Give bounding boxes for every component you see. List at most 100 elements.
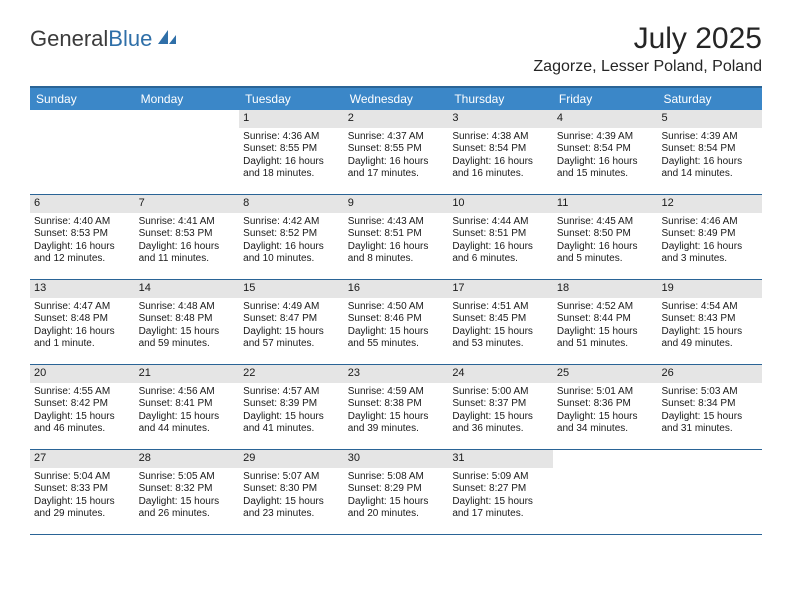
sunset-text: Sunset: 8:55 PM xyxy=(243,143,340,156)
sunrise-text: Sunrise: 5:07 AM xyxy=(243,471,340,484)
daylight-text: Daylight: 15 hours and 29 minutes. xyxy=(34,496,131,521)
day-number: 15 xyxy=(239,280,344,298)
day-cell: 31Sunrise: 5:09 AMSunset: 8:27 PMDayligh… xyxy=(448,450,553,534)
day-body: Sunrise: 4:56 AMSunset: 8:41 PMDaylight:… xyxy=(135,383,240,440)
sunrise-text: Sunrise: 4:44 AM xyxy=(452,216,549,229)
sunset-text: Sunset: 8:54 PM xyxy=(557,143,654,156)
day-cell: 7Sunrise: 4:41 AMSunset: 8:53 PMDaylight… xyxy=(135,195,240,279)
title-block: July 2025 Zagorze, Lesser Poland, Poland xyxy=(533,22,762,76)
day-body: Sunrise: 4:50 AMSunset: 8:46 PMDaylight:… xyxy=(344,298,449,355)
daylight-text: Daylight: 15 hours and 53 minutes. xyxy=(452,326,549,351)
sunrise-text: Sunrise: 4:54 AM xyxy=(661,301,758,314)
sunset-text: Sunset: 8:54 PM xyxy=(661,143,758,156)
daylight-text: Daylight: 16 hours and 5 minutes. xyxy=(557,241,654,266)
day-number: 25 xyxy=(553,365,658,383)
day-number: 22 xyxy=(239,365,344,383)
day-cell: 2Sunrise: 4:37 AMSunset: 8:55 PMDaylight… xyxy=(344,110,449,194)
day-number: 26 xyxy=(657,365,762,383)
day-body: Sunrise: 4:36 AMSunset: 8:55 PMDaylight:… xyxy=(239,128,344,185)
header: GeneralBlue July 2025 Zagorze, Lesser Po… xyxy=(30,22,762,76)
sunrise-text: Sunrise: 4:49 AM xyxy=(243,301,340,314)
day-body: Sunrise: 4:57 AMSunset: 8:39 PMDaylight:… xyxy=(239,383,344,440)
sunset-text: Sunset: 8:47 PM xyxy=(243,313,340,326)
day-number: 2 xyxy=(344,110,449,128)
day-number: 5 xyxy=(657,110,762,128)
daylight-text: Daylight: 15 hours and 49 minutes. xyxy=(661,326,758,351)
day-cell: 20Sunrise: 4:55 AMSunset: 8:42 PMDayligh… xyxy=(30,365,135,449)
weekday-label: Thursday xyxy=(448,88,553,110)
sunset-text: Sunset: 8:29 PM xyxy=(348,483,445,496)
day-number: 19 xyxy=(657,280,762,298)
day-body: Sunrise: 4:43 AMSunset: 8:51 PMDaylight:… xyxy=(344,213,449,270)
week-row: 27Sunrise: 5:04 AMSunset: 8:33 PMDayligh… xyxy=(30,450,762,535)
day-cell: 3Sunrise: 4:38 AMSunset: 8:54 PMDaylight… xyxy=(448,110,553,194)
day-body: Sunrise: 5:07 AMSunset: 8:30 PMDaylight:… xyxy=(239,468,344,525)
sunrise-text: Sunrise: 4:51 AM xyxy=(452,301,549,314)
daylight-text: Daylight: 16 hours and 12 minutes. xyxy=(34,241,131,266)
daylight-text: Daylight: 15 hours and 23 minutes. xyxy=(243,496,340,521)
sunset-text: Sunset: 8:34 PM xyxy=(661,398,758,411)
day-body: Sunrise: 4:52 AMSunset: 8:44 PMDaylight:… xyxy=(553,298,658,355)
day-number: 14 xyxy=(135,280,240,298)
day-cell: 13Sunrise: 4:47 AMSunset: 8:48 PMDayligh… xyxy=(30,280,135,364)
day-body: Sunrise: 5:01 AMSunset: 8:36 PMDaylight:… xyxy=(553,383,658,440)
weeks-container: 1Sunrise: 4:36 AMSunset: 8:55 PMDaylight… xyxy=(30,110,762,535)
sunset-text: Sunset: 8:53 PM xyxy=(34,228,131,241)
day-number: 1 xyxy=(239,110,344,128)
day-cell: 30Sunrise: 5:08 AMSunset: 8:29 PMDayligh… xyxy=(344,450,449,534)
day-cell xyxy=(657,450,762,534)
sunset-text: Sunset: 8:39 PM xyxy=(243,398,340,411)
day-number: 18 xyxy=(553,280,658,298)
day-cell: 9Sunrise: 4:43 AMSunset: 8:51 PMDaylight… xyxy=(344,195,449,279)
daylight-text: Daylight: 15 hours and 36 minutes. xyxy=(452,411,549,436)
sunrise-text: Sunrise: 4:45 AM xyxy=(557,216,654,229)
day-cell: 12Sunrise: 4:46 AMSunset: 8:49 PMDayligh… xyxy=(657,195,762,279)
day-cell: 6Sunrise: 4:40 AMSunset: 8:53 PMDaylight… xyxy=(30,195,135,279)
sunrise-text: Sunrise: 4:48 AM xyxy=(139,301,236,314)
day-body: Sunrise: 4:51 AMSunset: 8:45 PMDaylight:… xyxy=(448,298,553,355)
sunrise-text: Sunrise: 5:00 AM xyxy=(452,386,549,399)
weekday-label: Saturday xyxy=(657,88,762,110)
sunset-text: Sunset: 8:42 PM xyxy=(34,398,131,411)
daylight-text: Daylight: 15 hours and 31 minutes. xyxy=(661,411,758,436)
weekday-label: Sunday xyxy=(30,88,135,110)
day-number: 12 xyxy=(657,195,762,213)
sunrise-text: Sunrise: 4:59 AM xyxy=(348,386,445,399)
day-number: 8 xyxy=(239,195,344,213)
day-body: Sunrise: 4:37 AMSunset: 8:55 PMDaylight:… xyxy=(344,128,449,185)
week-row: 1Sunrise: 4:36 AMSunset: 8:55 PMDaylight… xyxy=(30,110,762,195)
day-body: Sunrise: 4:44 AMSunset: 8:51 PMDaylight:… xyxy=(448,213,553,270)
day-cell: 15Sunrise: 4:49 AMSunset: 8:47 PMDayligh… xyxy=(239,280,344,364)
sunset-text: Sunset: 8:46 PM xyxy=(348,313,445,326)
day-body: Sunrise: 4:41 AMSunset: 8:53 PMDaylight:… xyxy=(135,213,240,270)
sunset-text: Sunset: 8:33 PM xyxy=(34,483,131,496)
sunset-text: Sunset: 8:36 PM xyxy=(557,398,654,411)
day-cell: 24Sunrise: 5:00 AMSunset: 8:37 PMDayligh… xyxy=(448,365,553,449)
sunrise-text: Sunrise: 5:08 AM xyxy=(348,471,445,484)
sunrise-text: Sunrise: 5:01 AM xyxy=(557,386,654,399)
sunset-text: Sunset: 8:38 PM xyxy=(348,398,445,411)
logo-text-1: General xyxy=(30,26,108,52)
daylight-text: Daylight: 15 hours and 41 minutes. xyxy=(243,411,340,436)
weekday-label: Monday xyxy=(135,88,240,110)
day-body: Sunrise: 5:05 AMSunset: 8:32 PMDaylight:… xyxy=(135,468,240,525)
sunrise-text: Sunrise: 4:38 AM xyxy=(452,131,549,144)
sunset-text: Sunset: 8:53 PM xyxy=(139,228,236,241)
sunset-text: Sunset: 8:27 PM xyxy=(452,483,549,496)
sunset-text: Sunset: 8:49 PM xyxy=(661,228,758,241)
daylight-text: Daylight: 16 hours and 6 minutes. xyxy=(452,241,549,266)
logo-text-2: Blue xyxy=(108,26,152,52)
day-body: Sunrise: 4:59 AMSunset: 8:38 PMDaylight:… xyxy=(344,383,449,440)
day-number: 9 xyxy=(344,195,449,213)
sunrise-text: Sunrise: 4:41 AM xyxy=(139,216,236,229)
day-cell: 27Sunrise: 5:04 AMSunset: 8:33 PMDayligh… xyxy=(30,450,135,534)
daylight-text: Daylight: 16 hours and 8 minutes. xyxy=(348,241,445,266)
sunset-text: Sunset: 8:43 PM xyxy=(661,313,758,326)
weekday-label: Tuesday xyxy=(239,88,344,110)
day-cell xyxy=(30,110,135,194)
day-cell: 19 Sunrise: 4:54 AMSunset: 8:43 PMDayligh… xyxy=(657,280,762,364)
sunrise-text: Sunrise: 4:40 AM xyxy=(34,216,131,229)
weekday-row: SundayMondayTuesdayWednesdayThursdayFrid… xyxy=(30,88,762,110)
sunset-text: Sunset: 8:44 PM xyxy=(557,313,654,326)
day-cell: 10Sunrise: 4:44 AMSunset: 8:51 PMDayligh… xyxy=(448,195,553,279)
